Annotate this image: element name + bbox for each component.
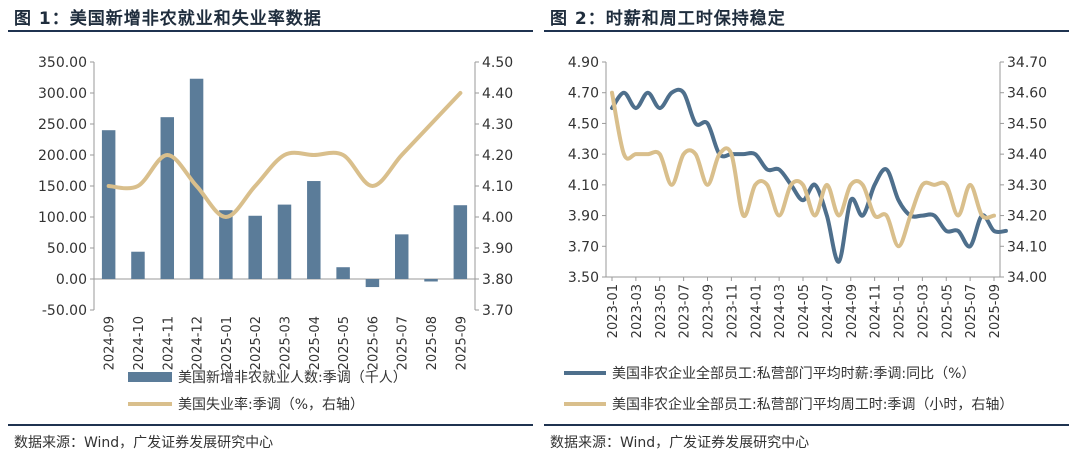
x-tick-label: 2024-12 (191, 316, 206, 370)
bar (189, 78, 204, 279)
right-tick-label: 4.20 (482, 148, 513, 164)
figure-2-bottom-rule (544, 424, 1069, 426)
legend-wage-label: 美国非农企业全部员工:私营部门平均时薪:季调:同比（%） (612, 365, 975, 382)
right-tick-label: 4.00 (482, 210, 513, 226)
bar (219, 210, 233, 279)
left-tick-label: 200.00 (38, 148, 87, 164)
left-tick-label: 3.70 (568, 239, 599, 255)
bar (131, 251, 145, 279)
x-tick-label: 2025-04 (308, 316, 323, 370)
right-tick-label: 3.80 (482, 272, 513, 288)
figure-1-top-rule (8, 30, 533, 32)
x-tick-label: 2023-09 (702, 284, 717, 338)
x-tick-label: 2025-01 (893, 284, 908, 338)
right-tick-label: 34.10 (1007, 239, 1047, 255)
figure-2-panel: 图 2：时薪和周工时保持稳定 3.50 3.70 3.90 4.10 4.30 4.50 4… (544, 0, 1074, 456)
left-tick-label: 3.90 (568, 209, 599, 225)
bar (365, 279, 380, 288)
legend-hours-label: 美国非农企业全部员工:私营部门平均周工时:季调（小时，右轴） (612, 396, 1013, 413)
figure-1-panel: 图 1：美国新增非农就业和失业率数据 -50.00 0.00 50.00 100.00… (8, 0, 538, 456)
bar (248, 215, 262, 279)
left-tick-label: 4.50 (568, 116, 599, 132)
figure-2-source: 数据来源：Wind，广发证券发展研究中心 (550, 435, 810, 451)
left-tick-label: -50.00 (42, 303, 87, 319)
x-tick-label: 2024-01 (749, 284, 764, 338)
figure-2-top-rule (544, 30, 1069, 32)
figure-1-title: 图 1：美国新增非农就业和失业率数据 (14, 9, 322, 29)
bar (424, 279, 438, 282)
right-tick-label: 34.50 (1007, 116, 1047, 132)
x-tick-label: 2023-11 (725, 284, 740, 338)
x-tick-label: 2025-09 (454, 316, 469, 370)
x-tick-label: 2024-05 (797, 284, 812, 338)
x-tick-label: 2025-03 (279, 316, 294, 370)
x-tick-label: 2025-07 (396, 316, 411, 370)
legend-bar-swatch (128, 372, 172, 382)
figure-1-bottom-rule (8, 424, 533, 426)
right-tick-label: 4.50 (482, 55, 513, 71)
right-tick-label: 34.30 (1007, 178, 1047, 194)
legend-line-label: 美国失业率:季调（%，右轴） (178, 396, 364, 413)
x-tick-label: 2024-03 (773, 284, 788, 338)
right-tick-label: 4.10 (482, 179, 513, 195)
x-tick-label: 2023-05 (654, 284, 669, 338)
bar (307, 181, 321, 279)
x-tick-label: 2023-03 (630, 284, 645, 338)
x-tick-label: 2025-03 (916, 284, 931, 338)
figure-1-chart: -50.00 0.00 50.00 100.00 150.00 200.00 250.00 3… (38, 55, 513, 413)
right-tick-label: 3.90 (482, 241, 513, 257)
legend-bar-label: 美国新增非农就业人数:季调（千人） (178, 370, 407, 386)
x-tick-label: 2024-09 (845, 284, 860, 338)
bar (101, 130, 116, 279)
left-tick-label: 4.30 (568, 147, 599, 163)
left-tick-label: 4.90 (568, 55, 599, 71)
x-tick-label: 2024-10 (132, 316, 147, 370)
right-tick-label: 34.20 (1007, 209, 1047, 225)
figure-2-chart: 3.50 3.70 3.90 4.10 4.30 4.50 4.70 4.90 34.00 34.… (564, 55, 1047, 413)
left-tick-label: 300.00 (38, 86, 87, 102)
left-tick-label: 100.00 (38, 210, 87, 226)
left-tick-label: 3.50 (568, 270, 599, 286)
left-tick-label: 50.00 (47, 241, 87, 257)
unemployment-line (106, 91, 463, 220)
right-tick-label: 4.30 (482, 117, 513, 133)
x-tick-label: 2025-08 (425, 316, 440, 370)
x-tick-label: 2023-01 (606, 284, 621, 338)
x-tick-label: 2025-06 (366, 316, 381, 370)
left-tick-label: 350.00 (38, 55, 87, 71)
x-tick-label: 2024-09 (103, 316, 118, 370)
right-tick-label: 34.00 (1007, 270, 1047, 286)
x-tick-label: 2024-11 (869, 284, 884, 338)
right-tick-label: 34.70 (1007, 55, 1047, 71)
x-tick-label: 2025-05 (337, 316, 352, 370)
weekly-hours-line (610, 90, 996, 249)
x-tick-label: 2024-07 (821, 284, 836, 338)
bar (160, 117, 175, 280)
right-tick-label: 34.60 (1007, 86, 1047, 102)
left-tick-label: 4.70 (568, 86, 599, 102)
x-tick-label: 2025-02 (249, 316, 264, 370)
bar (394, 234, 409, 279)
bar (277, 204, 292, 279)
hourly-wage-line (610, 87, 1008, 264)
left-tick-label: 150.00 (38, 179, 87, 195)
left-tick-label: 4.10 (568, 178, 599, 194)
left-tick-label: 0.00 (56, 272, 87, 288)
right-tick-label: 3.70 (482, 303, 513, 319)
x-tick-label: 2023-07 (678, 284, 693, 338)
right-tick-label: 4.40 (482, 86, 513, 102)
x-tick-label: 2025-07 (964, 284, 979, 338)
x-tick-label: 2025-09 (988, 284, 1003, 338)
x-tick-label: 2025-01 (220, 316, 235, 370)
figure-2-title: 图 2：时薪和周工时保持稳定 (550, 9, 786, 29)
right-tick-label: 34.40 (1007, 147, 1047, 163)
x-tick-label: 2024-11 (161, 316, 176, 370)
x-tick-label: 2025-05 (940, 284, 955, 338)
left-tick-label: 250.00 (38, 117, 87, 133)
figure-1-source: 数据来源：Wind，广发证券发展研究中心 (14, 435, 274, 451)
bar (453, 205, 468, 279)
bar (336, 267, 350, 279)
